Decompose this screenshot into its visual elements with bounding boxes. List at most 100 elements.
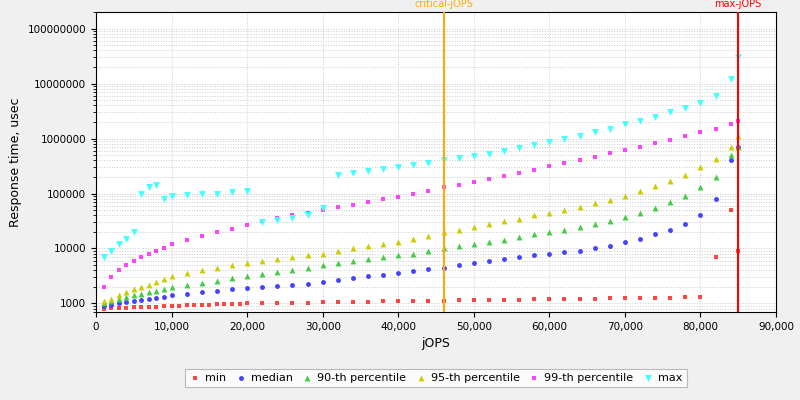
90-th percentile: [724, 152, 737, 158]
99-th percentile: [256, 218, 269, 225]
median: [158, 294, 170, 300]
95-th percentile: [422, 233, 435, 239]
99-th percentile: [664, 136, 677, 143]
90-th percentile: [120, 294, 133, 300]
95-th percentile: [679, 172, 692, 178]
min: [588, 295, 601, 302]
max: [694, 100, 707, 106]
99-th percentile: [634, 144, 646, 150]
max: [127, 229, 140, 235]
max: [142, 184, 155, 190]
min: [498, 296, 510, 303]
max: [112, 241, 125, 247]
99-th percentile: [271, 215, 284, 221]
90-th percentile: [158, 286, 170, 293]
max: [120, 236, 133, 242]
max: [97, 254, 110, 260]
90-th percentile: [407, 251, 420, 257]
90-th percentile: [256, 270, 269, 277]
max: [377, 166, 390, 172]
99-th percentile: [105, 274, 118, 280]
min: [180, 302, 193, 309]
min: [679, 294, 692, 301]
95-th percentile: [331, 248, 344, 254]
max: [452, 155, 465, 161]
99-th percentile: [694, 129, 707, 136]
95-th percentile: [724, 144, 737, 150]
99-th percentile: [316, 207, 329, 213]
max: [105, 248, 118, 254]
min: [286, 300, 299, 306]
90-th percentile: [573, 224, 586, 230]
min: [392, 298, 405, 304]
min: [346, 299, 359, 305]
99-th percentile: [528, 166, 541, 173]
max: [573, 133, 586, 140]
min: [452, 297, 465, 304]
max: [150, 182, 163, 189]
95-th percentile: [528, 212, 541, 218]
95-th percentile: [112, 292, 125, 299]
95-th percentile: [97, 298, 110, 304]
95-th percentile: [316, 251, 329, 257]
95-th percentile: [210, 264, 223, 271]
95-th percentile: [346, 245, 359, 252]
median: [437, 264, 450, 271]
median: [467, 260, 480, 266]
90-th percentile: [558, 226, 571, 233]
99-th percentile: [709, 126, 722, 132]
min: [158, 303, 170, 310]
min: [618, 295, 631, 301]
95-th percentile: [407, 236, 420, 242]
99-th percentile: [331, 204, 344, 210]
95-th percentile: [105, 296, 118, 302]
median: [112, 300, 125, 307]
95-th percentile: [498, 218, 510, 225]
99-th percentile: [407, 191, 420, 198]
max: [437, 157, 450, 164]
95-th percentile: [588, 200, 601, 207]
min: [732, 248, 745, 254]
min: [603, 295, 616, 302]
median: [573, 248, 586, 254]
99-th percentile: [482, 176, 495, 182]
median: [588, 245, 601, 252]
99-th percentile: [180, 237, 193, 244]
95-th percentile: [241, 260, 254, 266]
min: [233, 300, 246, 307]
median: [142, 296, 155, 302]
min: [377, 298, 390, 305]
95-th percentile: [392, 239, 405, 246]
median: [271, 282, 284, 289]
min: [210, 301, 223, 308]
max: [588, 129, 601, 136]
90-th percentile: [452, 243, 465, 250]
median: [377, 272, 390, 278]
min: [482, 297, 495, 303]
99-th percentile: [513, 170, 526, 176]
90-th percentile: [634, 209, 646, 216]
Text: critical-jOPS: critical-jOPS: [414, 0, 473, 9]
95-th percentile: [158, 276, 170, 282]
median: [226, 286, 238, 293]
99-th percentile: [452, 182, 465, 188]
min: [649, 294, 662, 301]
99-th percentile: [165, 241, 178, 247]
median: [694, 212, 707, 218]
max: [482, 150, 495, 157]
90-th percentile: [301, 264, 314, 271]
95-th percentile: [709, 156, 722, 162]
median: [724, 157, 737, 164]
95-th percentile: [634, 188, 646, 194]
max: [603, 126, 616, 132]
95-th percentile: [573, 203, 586, 210]
95-th percentile: [543, 209, 556, 216]
99-th percentile: [377, 196, 390, 203]
99-th percentile: [158, 245, 170, 252]
min: [142, 304, 155, 310]
99-th percentile: [346, 201, 359, 208]
median: [316, 278, 329, 285]
95-th percentile: [135, 284, 148, 290]
95-th percentile: [513, 215, 526, 222]
95-th percentile: [452, 226, 465, 233]
